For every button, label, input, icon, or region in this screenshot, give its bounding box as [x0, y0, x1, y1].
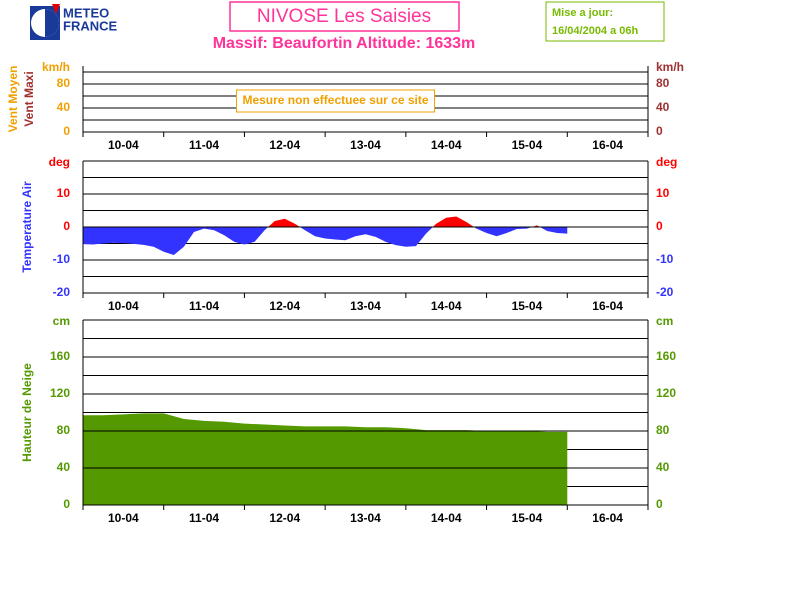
panel: 0 0 40 40 80 80 120 120 160 160 cm cm Hauteur de Nei… — [20, 314, 676, 525]
y-tick-label-right: 80 — [656, 423, 670, 437]
y-axis-label: Temperature Air — [20, 181, 34, 273]
y-tick-label: 0 — [63, 124, 70, 138]
y-tick-label: 10 — [57, 186, 71, 200]
logo-flag — [52, 4, 60, 14]
y-tick-label-right: 10 — [656, 186, 670, 200]
y-tick-label: 80 — [57, 76, 71, 90]
x-tick-label: 12-04 — [269, 138, 300, 152]
y-tick-label-right: 0 — [656, 497, 663, 511]
y-tick-label: 40 — [57, 100, 71, 114]
x-tick-label: 10-04 — [108, 511, 139, 525]
x-tick-label: 10-04 — [108, 138, 139, 152]
chart-title: NIVOSE Les Saisies — [257, 6, 431, 27]
y-tick-label: -10 — [53, 252, 71, 266]
x-tick-label: 12-04 — [269, 299, 300, 313]
y-tick-label: 120 — [50, 386, 70, 400]
y-tick-label: 40 — [57, 460, 71, 474]
y-axis-label: Vent Maxi — [22, 71, 36, 126]
x-tick-label: 14-04 — [431, 299, 462, 313]
y-axis-label: Vent Moyen — [6, 66, 20, 133]
y-tick-label-right: 120 — [656, 386, 676, 400]
y-tick-label-right: 160 — [656, 349, 676, 363]
unit-label: cm — [53, 314, 70, 328]
unit-label: km/h — [42, 60, 70, 74]
logo-text: FRANCE — [63, 18, 117, 33]
y-tick-label-right: 80 — [656, 76, 670, 90]
unit-label-right: cm — [656, 314, 673, 328]
annotation: Mesure non effectuee sur ce site — [242, 93, 428, 107]
x-tick-label: 10-04 — [108, 299, 139, 313]
x-tick-label: 14-04 — [431, 138, 462, 152]
annotation-box — [235, 89, 436, 113]
chart-subtitle: Massif: Beaufortin Altitude: 1633m — [213, 35, 476, 52]
x-tick-label: 16-04 — [592, 511, 623, 525]
y-tick-label-right: 40 — [656, 100, 670, 114]
logo-half — [45, 9, 59, 37]
x-tick-label: 11-04 — [189, 511, 219, 525]
update-date: 16/04/2004 a 06h — [552, 25, 639, 37]
x-tick-label: 13-04 — [350, 299, 381, 313]
x-tick-label: 11-04 — [189, 299, 219, 313]
unit-label-right: deg — [656, 155, 677, 169]
y-tick-label-right: -10 — [656, 252, 674, 266]
y-tick-label-right: 40 — [656, 460, 670, 474]
snow-area — [83, 413, 568, 505]
x-tick-label: 16-04 — [592, 138, 623, 152]
unit-label: deg — [49, 155, 70, 169]
y-tick-label: 80 — [57, 423, 71, 437]
panel: 0 0 40 40 80 80 km/h km/h Vent Moyen Vent Maxi 10-… — [6, 60, 684, 152]
y-tick-label-right: -20 — [656, 285, 674, 299]
panel: -20 -20 -10 -10 0 0 10 10 deg deg Temperature Air 1… — [20, 155, 677, 313]
update-box — [545, 1, 665, 42]
x-tick-label: 13-04 — [350, 138, 381, 152]
x-tick-label: 12-04 — [269, 511, 300, 525]
logo: METEO FRANCE — [30, 4, 117, 40]
y-tick-label: 0 — [63, 219, 70, 233]
x-tick-label: 16-04 — [592, 299, 623, 313]
x-tick-label: 11-04 — [189, 138, 219, 152]
x-tick-label: 15-04 — [512, 511, 543, 525]
x-tick-label: 15-04 — [512, 138, 543, 152]
logo-text: METEO — [63, 5, 109, 20]
x-tick-label: 14-04 — [431, 511, 462, 525]
title-box — [229, 1, 460, 32]
y-tick-label: 0 — [63, 497, 70, 511]
y-tick-label-right: 0 — [656, 219, 663, 233]
x-tick-label: 13-04 — [350, 511, 381, 525]
y-tick-label-right: 0 — [656, 124, 663, 138]
y-axis-label: Hauteur de Neige — [20, 363, 34, 462]
x-tick-label: 15-04 — [512, 299, 543, 313]
temperature-area — [83, 216, 568, 256]
unit-label-right: km/h — [656, 60, 684, 74]
y-tick-label: 160 — [50, 349, 70, 363]
update-label: Mise a jour: — [552, 7, 613, 19]
y-tick-label: -20 — [53, 285, 71, 299]
